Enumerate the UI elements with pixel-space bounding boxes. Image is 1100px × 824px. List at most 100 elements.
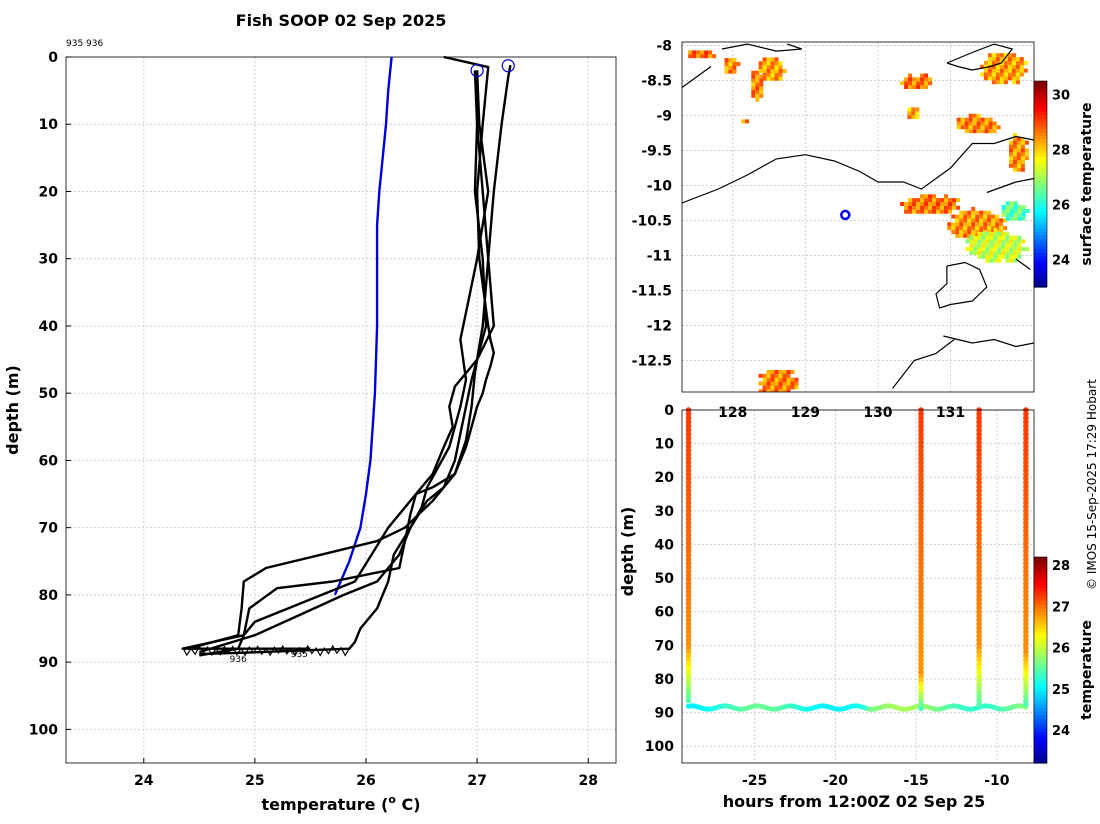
sst-pixel [724,69,729,74]
sst-pixel [963,222,968,227]
cast-point [976,483,982,490]
sst-pixel [951,230,956,234]
sst-pixel [1017,251,1022,255]
sst-pixel [758,373,763,378]
sst-pixel [980,125,985,130]
sst-pixel [989,235,994,240]
colorbar-tick-label: 27 [1052,600,1070,615]
colorbar-segment [1034,591,1047,596]
sst-patch [741,119,750,124]
sst-pixel [977,251,982,255]
sst-pixel [993,247,998,252]
sst-pixel [948,205,952,210]
sst-pixel [1003,72,1008,77]
sst-pixel [973,235,978,240]
sst-pixel [759,82,764,87]
sst-pixel [1009,247,1014,252]
cast-point [918,568,924,575]
colorbar-segment [1034,735,1047,740]
sst-pixel [955,233,960,238]
lat-tick-label: -8 [656,39,672,55]
cast-column [918,407,924,712]
sst-pixel [928,209,932,214]
cast-point [918,459,924,466]
sst-pixel [975,230,980,234]
cast-point [918,520,924,526]
sst-pixel [991,60,996,65]
colorbar-segment [1034,105,1047,110]
sst-pixel [1003,53,1008,58]
cast-point [685,617,692,623]
sst-pixel [1005,258,1010,263]
cast-point [918,475,924,482]
cast-point [976,451,982,458]
sst-pixel [786,389,791,392]
sst-patch [1009,133,1029,172]
colorbar-segment [1034,256,1047,261]
colorbar-segment [1034,194,1047,199]
sst-pixel [951,226,956,231]
cast-point [1023,701,1029,708]
sst-pixel [786,385,791,390]
sst-pixel [1009,251,1014,255]
cast-column [685,407,692,704]
profile-line [198,70,495,654]
sst-pixel [916,77,921,82]
sst-pixel [762,57,767,62]
sst-pixel [987,214,992,219]
cast-point [976,600,982,607]
sst-pixel [1025,247,1030,252]
sst-pixel [794,381,799,386]
lat-tick-label: -10.5 [632,214,672,230]
sst-pixel [774,389,779,392]
colorbar-segment [1034,180,1047,185]
sst-patch [965,227,1030,263]
cast-point [976,665,982,671]
sst-pixel [1009,160,1013,164]
sst-pixel [751,78,756,83]
sst-pixel [1007,57,1012,62]
sst-pixel [972,121,977,126]
cast-point [976,580,982,587]
cast-point [685,645,692,651]
y-tick-label: 70 [655,638,675,654]
y-tick-label: 60 [655,605,675,621]
sst-pixel [779,393,783,397]
coastline [682,66,712,88]
sst-pixel [920,205,925,210]
cast-point [918,701,924,708]
colorbar-segment [1034,87,1047,92]
sst-pixel [1016,152,1021,157]
sst-pixel [1003,57,1008,62]
sst-pixel [993,239,998,244]
cast-point [685,500,692,506]
cast-column [1023,407,1029,708]
sst-pixel [774,381,779,386]
cast-point [685,548,692,554]
cast-point [918,669,924,675]
cast-point [1023,528,1029,534]
sst-pixel [1003,60,1008,65]
sst-pixel [762,377,767,382]
sst-pixel [1005,239,1010,244]
cast-point [1023,532,1029,538]
sst-pixel [971,230,976,234]
colorbar-segment [1034,190,1047,195]
cast-point [685,423,692,429]
colorbar-segment [1034,660,1047,665]
cast-point [1023,451,1029,458]
sst-pixel [983,226,988,231]
cast-point [685,463,692,470]
sst-pixel [766,381,771,386]
sst-pixel [1007,72,1012,77]
cast-point [685,528,692,534]
colorbar-segment [1034,163,1047,168]
cast-point [918,447,924,454]
sst-pixel [1007,76,1012,81]
y-tick-label: 0 [48,50,58,66]
sst-pixel [1020,136,1025,141]
sst-pixel [971,222,976,227]
colorbar-segment [1034,725,1047,730]
cast-point [918,487,924,494]
sst-pixel [775,393,779,397]
